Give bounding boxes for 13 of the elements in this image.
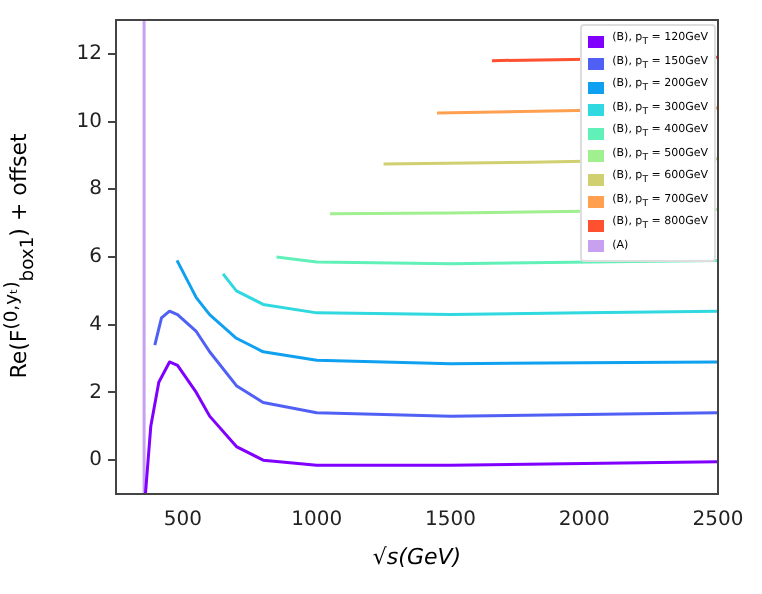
x-tick-label: 2000 — [558, 509, 610, 532]
y-tick-label: 2 — [89, 381, 102, 404]
x-tick-label: 1000 — [291, 509, 343, 532]
x-axis-title: √s(GeV) — [370, 544, 464, 570]
y-tick-label: 8 — [89, 178, 102, 201]
x-tick-label: 1500 — [424, 509, 476, 532]
y-tick-label: 0 — [89, 449, 102, 472]
y-tick-label: 6 — [89, 246, 102, 269]
y-tick-label: 4 — [89, 313, 102, 336]
y-tick-label: 10 — [76, 110, 102, 133]
y-tick-label: 12 — [76, 43, 102, 66]
x-tick-label: 2500 — [692, 509, 744, 532]
x-tick-label: 500 — [163, 509, 202, 532]
